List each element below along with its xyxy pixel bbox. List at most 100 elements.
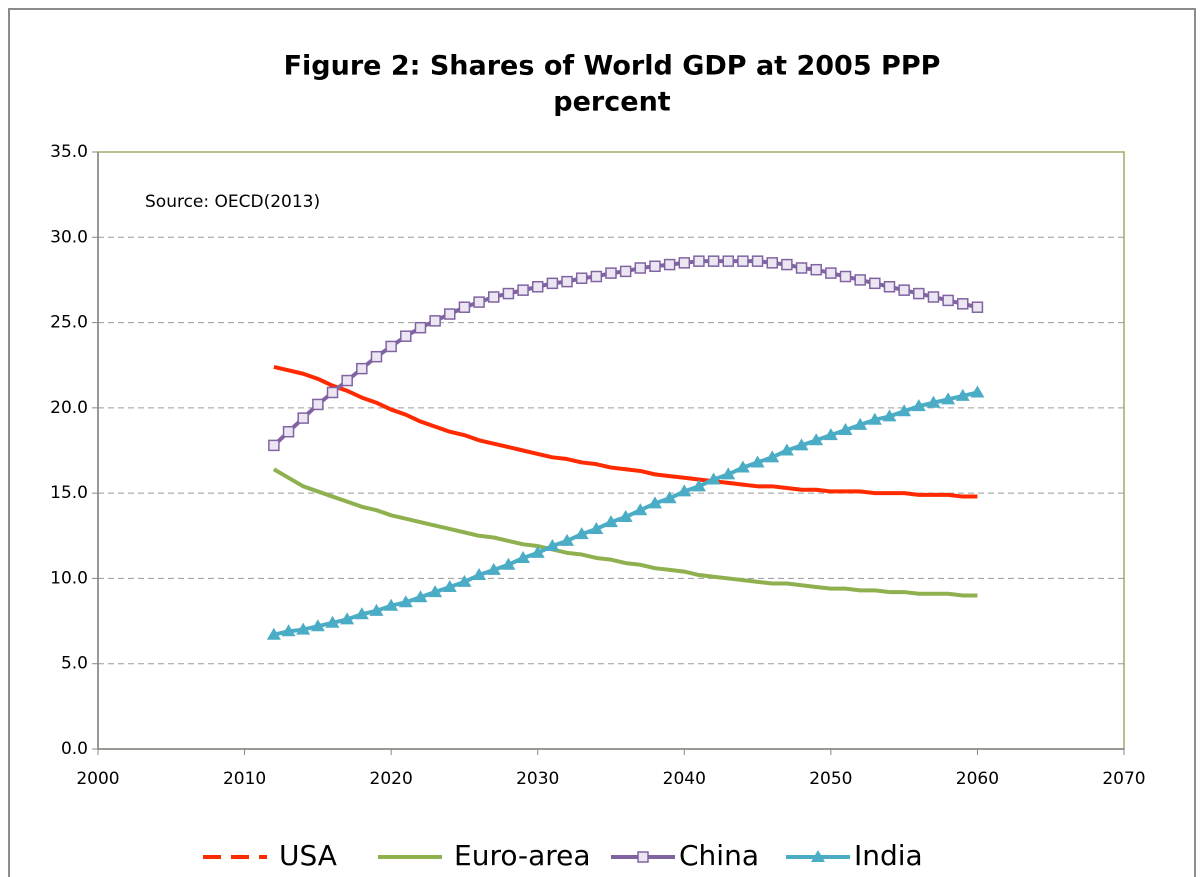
y-tick-label: 30.0 — [50, 227, 88, 247]
data-point — [883, 281, 896, 293]
data-point — [575, 272, 588, 284]
data-point — [487, 291, 500, 303]
data-point — [854, 274, 866, 286]
annotation: Source: OECD(2013) — [145, 192, 320, 212]
data-point — [942, 294, 954, 307]
data-point — [794, 438, 809, 451]
data-point — [707, 255, 720, 267]
data-point — [926, 395, 941, 408]
data-point — [517, 284, 529, 296]
data-point — [735, 460, 750, 473]
x-tick-label: 2060 — [956, 769, 999, 789]
data-point — [795, 262, 808, 274]
data-point — [649, 260, 661, 273]
data-point — [545, 539, 560, 552]
data-point — [911, 399, 926, 412]
data-point — [590, 270, 603, 283]
data-point — [941, 392, 956, 405]
data-point — [546, 277, 559, 290]
data-point — [310, 619, 325, 632]
data-point — [486, 562, 501, 575]
data-point — [369, 603, 384, 616]
data-point — [312, 398, 324, 411]
data-point — [268, 439, 280, 452]
data-point — [457, 574, 472, 587]
data-point — [781, 258, 793, 271]
data-point — [663, 258, 676, 271]
y-tick-label: 10.0 — [50, 568, 88, 588]
data-point — [398, 595, 413, 608]
data-point — [678, 257, 691, 269]
data-point — [825, 267, 837, 279]
data-point — [400, 330, 412, 342]
data-point — [340, 612, 355, 625]
data-point — [370, 350, 383, 363]
data-point — [341, 374, 353, 387]
x-tick-label: 2070 — [1102, 769, 1145, 789]
data-point — [413, 590, 428, 603]
data-point — [955, 388, 970, 401]
data-point — [809, 433, 824, 446]
data-point — [913, 287, 925, 300]
data-point — [604, 515, 618, 528]
data-point — [721, 467, 736, 480]
data-point — [296, 622, 311, 635]
y-tick-label: 0.0 — [61, 739, 88, 759]
data-point — [693, 255, 705, 267]
data-point — [501, 557, 516, 570]
legend-label: USA — [279, 839, 337, 872]
data-point — [927, 291, 940, 303]
data-point — [531, 281, 544, 293]
data-point — [530, 545, 545, 558]
data-point — [765, 450, 780, 463]
data-point — [971, 301, 984, 313]
data-point — [839, 270, 852, 283]
data-point — [897, 404, 912, 417]
data-point — [574, 527, 589, 540]
data-point — [633, 503, 648, 516]
data-point — [325, 615, 340, 628]
x-tick-label: 2040 — [663, 769, 706, 789]
legend-marker — [637, 851, 649, 863]
data-point — [898, 284, 910, 296]
x-tick-label: 2020 — [370, 769, 413, 789]
data-point — [882, 409, 897, 422]
data-point — [281, 624, 296, 637]
x-tick-label: 2030 — [516, 769, 559, 789]
series-line — [273, 364, 978, 499]
data-point — [472, 568, 487, 581]
data-point — [766, 257, 778, 269]
legend-marker — [811, 850, 825, 862]
data-point — [810, 263, 822, 276]
legend-label: Euro-area — [454, 839, 591, 872]
data-point — [326, 386, 339, 399]
data-point — [560, 533, 575, 546]
y-tick-label: 25.0 — [50, 313, 88, 333]
data-point — [838, 423, 853, 436]
data-point — [677, 484, 692, 497]
data-point — [634, 262, 647, 274]
data-point — [957, 298, 969, 310]
data-point — [473, 296, 485, 308]
data-point — [414, 321, 427, 334]
data-point — [561, 275, 573, 288]
data-point — [691, 479, 706, 492]
data-point — [429, 315, 441, 327]
legend-label: India — [854, 839, 923, 872]
data-point — [444, 308, 456, 320]
data-point — [458, 301, 471, 313]
series-line — [272, 467, 978, 598]
data-point — [266, 627, 281, 640]
chart-title: Figure 2: Shares of World GDP at 2005 PP… — [284, 51, 941, 82]
data-point — [384, 598, 399, 611]
data-point — [662, 491, 677, 504]
data-point — [823, 428, 838, 441]
y-tick-label: 15.0 — [50, 483, 88, 503]
data-point — [297, 412, 309, 424]
y-tick-label: 5.0 — [61, 654, 88, 674]
data-point — [605, 267, 617, 279]
data-point — [647, 496, 662, 509]
data-point — [589, 521, 604, 534]
